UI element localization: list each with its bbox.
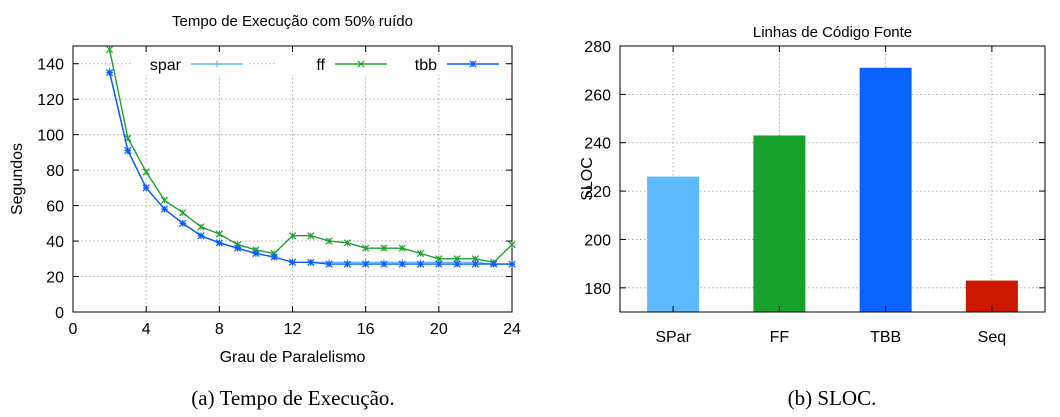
point-marker: [416, 260, 425, 268]
bar-ff: [753, 135, 806, 312]
point-marker: [380, 244, 388, 252]
point-marker: [398, 260, 406, 268]
legend-item-spar: spar: [131, 55, 249, 75]
bar-spar: [647, 176, 700, 312]
point-marker: [471, 255, 480, 263]
point-marker: [325, 237, 333, 245]
x-tick-label: TBB: [870, 329, 901, 346]
point-marker: [105, 45, 114, 54]
x-tick-label: 20: [430, 321, 448, 338]
y-tick-label: 180: [584, 281, 611, 298]
x-tick-label: SPar: [655, 329, 691, 346]
point-marker: [234, 244, 242, 252]
legend-background: [275, 55, 393, 75]
point-marker: [362, 260, 370, 268]
point-marker: [105, 68, 114, 77]
point-marker: [307, 258, 315, 266]
point-marker: [142, 168, 150, 176]
x-tick-label: 8: [215, 321, 224, 338]
point-marker: [179, 219, 187, 227]
point-marker: [215, 230, 223, 238]
point-marker: [453, 255, 461, 263]
point-marker: [307, 232, 315, 240]
point-marker: [469, 60, 477, 68]
point-marker: [197, 223, 205, 231]
x-tick-label: 16: [357, 321, 375, 338]
series-line: [108, 49, 513, 264]
point-marker: [124, 147, 132, 155]
point-marker: [215, 239, 223, 247]
point-marker: [435, 255, 443, 263]
point-marker: [508, 240, 516, 249]
y-axis-label: SLOC: [579, 157, 596, 201]
caption-b: (b) SLOC.: [788, 386, 877, 410]
point-marker: [160, 205, 169, 213]
x-tick-label: FF: [770, 329, 790, 346]
x-tick-label: 4: [142, 321, 151, 338]
plot-frame: [619, 45, 1046, 313]
legend-item-ff: ff: [275, 55, 393, 75]
y-tick-label: 280: [584, 39, 611, 56]
y-axis-label: Segundos: [9, 143, 26, 215]
point-marker: [508, 260, 516, 268]
y-tick-label: 200: [584, 232, 611, 249]
point-marker: [288, 258, 297, 266]
legend-background: [387, 55, 505, 75]
y-tick-label: 240: [584, 136, 611, 153]
point-marker: [416, 249, 425, 258]
y-tick-label: 100: [37, 128, 64, 145]
legend-label: tbb: [415, 57, 437, 74]
point-marker: [288, 232, 297, 240]
point-marker: [142, 184, 150, 192]
legend-label: spar: [150, 57, 182, 74]
execution-time-chart: Tempo de Execução com 50% ruído020406080…: [9, 13, 521, 366]
y-tick-label: 140: [37, 57, 64, 74]
chart-title: Tempo de Execução com 50% ruído: [172, 13, 413, 30]
x-axis-label: Grau de Paralelismo: [220, 349, 366, 366]
point-marker: [490, 260, 498, 268]
x-tick-label: 24: [503, 321, 521, 338]
point-marker: [252, 249, 260, 258]
y-tick-label: 0: [55, 305, 64, 322]
point-marker: [362, 244, 370, 252]
caption-a: (a) Tempo de Execução.: [191, 386, 394, 410]
point-marker: [357, 60, 365, 68]
point-marker: [179, 209, 187, 217]
y-tick-label: 80: [46, 163, 64, 180]
y-tick-label: 220: [584, 184, 611, 201]
point-marker: [453, 260, 461, 268]
sloc-chart: Linhas de Código Fonte 180 200 220 240 260 280…: [579, 24, 1046, 346]
point-marker: [270, 253, 278, 261]
point-marker: [160, 196, 169, 204]
legend-label: ff: [316, 57, 325, 74]
point-marker: [398, 244, 406, 252]
legend-item-tbb: tbb: [387, 55, 505, 75]
x-tick-label: Seq: [978, 329, 1006, 346]
y-tick-label: 60: [46, 199, 64, 216]
bar-tbb: [859, 67, 912, 312]
point-marker: [197, 232, 205, 240]
y-tick-label: 20: [46, 270, 64, 287]
y-tick-label: 40: [46, 234, 64, 251]
point-marker: [380, 260, 388, 268]
legend-background: [131, 55, 249, 75]
x-tick-label: 0: [69, 321, 78, 338]
series-ff: [105, 45, 516, 266]
y-tick-label: 120: [37, 92, 64, 109]
series-tbb: [105, 68, 516, 268]
point-marker: [435, 260, 443, 268]
chart-title: Linhas de Código Fonte: [753, 24, 912, 41]
point-marker: [471, 260, 480, 268]
point-marker: [343, 260, 351, 268]
x-tick-label: 12: [284, 321, 302, 338]
point-marker: [343, 239, 351, 247]
point-marker: [325, 260, 333, 268]
y-tick-label: 260: [584, 87, 611, 104]
plot-frame: [72, 45, 513, 313]
